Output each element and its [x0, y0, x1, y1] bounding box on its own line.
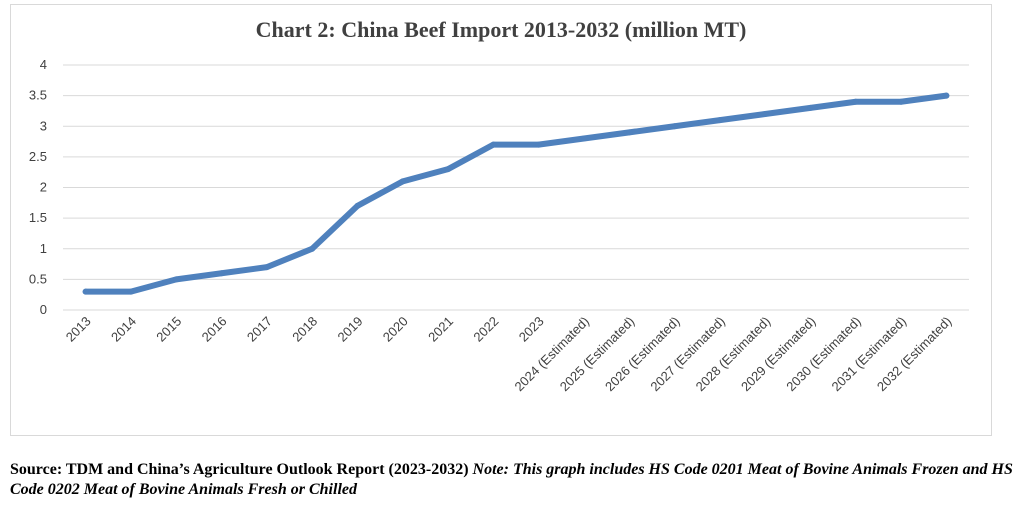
x-tick-label: 2015: [153, 314, 184, 345]
data-point: [762, 111, 769, 117]
y-tick-label: 2: [40, 180, 47, 195]
x-tick-label: 2013: [63, 314, 94, 345]
y-tick-label: 1.5: [29, 210, 47, 225]
data-point: [309, 245, 316, 252]
data-point: [535, 141, 542, 148]
y-tick-label: 3.5: [29, 88, 47, 103]
data-point: [263, 264, 270, 271]
chart-title: Chart 2: China Beef Import 2013-2032 (mi…: [256, 17, 747, 42]
data-point: [580, 135, 587, 142]
data-point: [626, 129, 633, 136]
x-axis-ticks: 2013 2014 2015 2016 2017 2018 2019 2020 2021 2022…: [63, 314, 955, 395]
x-tick-label: 2016: [199, 314, 230, 345]
y-axis-ticks: 0 0.5 1 1.5 2 2.5 3 3.5 4: [29, 57, 47, 317]
x-tick-label: 2018: [289, 314, 320, 345]
data-point: [898, 98, 905, 105]
data-point: [943, 92, 950, 99]
data-point: [399, 178, 406, 185]
x-tick-label: 2021: [425, 314, 456, 345]
y-tick-label: 2.5: [29, 149, 47, 164]
y-tick-label: 0.5: [29, 271, 47, 286]
x-tick-label: 2022: [470, 314, 501, 345]
data-point: [807, 104, 814, 111]
gridlines: [63, 64, 969, 311]
series-line: [82, 92, 950, 295]
footnote: Source: TDM and China’s Agriculture Outl…: [10, 460, 1020, 500]
y-tick-label: 1: [40, 241, 47, 256]
y-tick-label: 3: [40, 118, 47, 133]
line-chart: Chart 2: China Beef Import 2013-2032 (mi…: [29, 17, 969, 395]
x-tick-label: 2023: [516, 314, 547, 345]
x-tick-label: 2020: [380, 314, 411, 345]
x-tick-label: 2014: [108, 314, 139, 345]
y-tick-label: 4: [40, 57, 47, 72]
note-text: Note: This graph includes HS Code 0201 M…: [10, 461, 1013, 498]
data-point: [716, 117, 723, 124]
x-tick-label: 2019: [335, 314, 366, 345]
data-point: [127, 288, 134, 295]
series-layer: [82, 92, 950, 295]
data-point: [852, 98, 859, 105]
data-point: [173, 276, 180, 283]
data-point: [82, 288, 89, 295]
data-point: [671, 123, 678, 130]
data-point: [445, 166, 452, 173]
y-tick-label: 0: [40, 302, 47, 317]
data-point: [490, 141, 497, 148]
data-point: [354, 202, 361, 209]
chart-frame: Chart 2: China Beef Import 2013-2032 (mi…: [10, 4, 992, 436]
x-tick-label: 2017: [244, 314, 275, 345]
source-text: Source: TDM and China’s Agriculture Outl…: [10, 461, 469, 478]
data-point: [218, 270, 225, 277]
